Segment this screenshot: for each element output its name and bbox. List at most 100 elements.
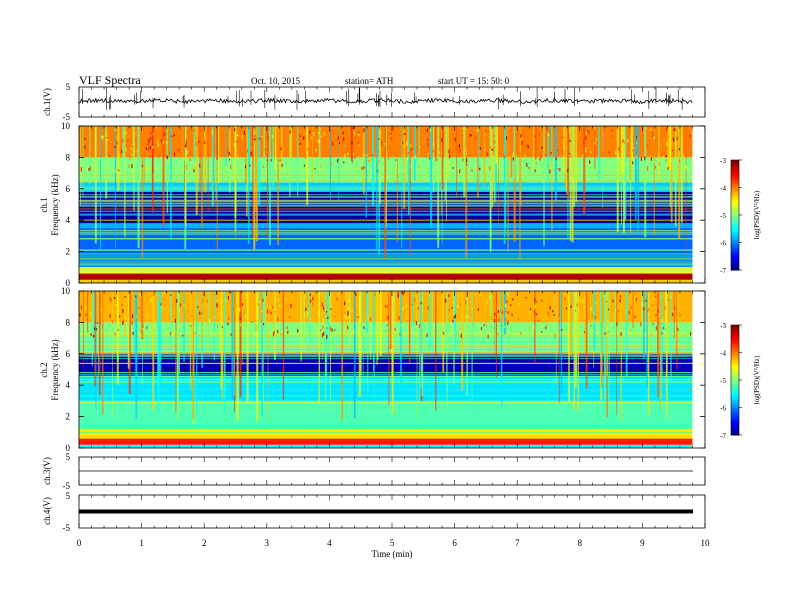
spectrogram-speckle	[161, 306, 163, 310]
spectrogram-streak	[185, 126, 187, 226]
spectrogram-speckle	[253, 128, 255, 130]
spectrogram-speckle	[511, 313, 513, 317]
colorbar-step	[731, 264, 739, 267]
spectrogram-streak	[644, 126, 647, 238]
ytick-label: 2	[66, 412, 71, 422]
spectrogram-speckle	[589, 162, 592, 166]
spectrogram-speckle	[407, 151, 409, 155]
spectrogram-speckle	[651, 132, 654, 135]
spectrogram-streak	[102, 291, 104, 415]
spectrogram-speckle	[465, 300, 467, 305]
colorbar-step	[731, 224, 739, 227]
spectrogram-speckle	[84, 137, 86, 140]
spectrogram-streak	[564, 126, 566, 188]
spectrogram-speckle	[84, 145, 86, 150]
spectrogram-streak	[490, 291, 492, 339]
spectrogram-speckle	[628, 329, 631, 334]
spectrogram-speckle	[635, 155, 638, 159]
spectrogram-speckle	[337, 158, 339, 163]
colorbar-step	[731, 249, 739, 253]
spectrogram-speckle	[541, 324, 543, 328]
spectrogram-speckle	[585, 136, 587, 140]
spectrogram-speckle	[521, 136, 524, 141]
spectrogram-streak	[143, 126, 145, 187]
spectrogram-speckle	[319, 140, 321, 145]
spectrogram-speckle	[635, 297, 638, 300]
spectrogram-streak	[456, 126, 458, 199]
spectrogram-speckle	[153, 293, 155, 296]
spectrogram-streak	[263, 126, 266, 167]
spectrogram-speckle	[344, 301, 346, 306]
spectrogram-speckle	[184, 163, 187, 166]
colorbar-step	[731, 255, 739, 258]
spectrogram-speckle	[630, 329, 632, 332]
spectrogram-line	[79, 362, 693, 364]
spectrogram-speckle	[500, 324, 502, 327]
spectrogram-speckle	[660, 148, 662, 150]
spectrogram-speckle	[507, 321, 509, 325]
spectrogram-speckle	[405, 315, 407, 320]
spectrogram-speckle	[202, 298, 204, 303]
spectrogram-speckle	[153, 327, 155, 331]
spectrogram-streak	[348, 291, 351, 349]
spectrogram-speckle	[441, 127, 444, 130]
colorbar-tick-label: -7	[720, 267, 726, 275]
spectrogram-band	[79, 254, 693, 268]
spectrogram-speckle	[461, 131, 463, 134]
spectrogram-speckle	[168, 325, 170, 328]
spectrogram-streak	[463, 126, 466, 198]
spectrogram-speckle	[498, 165, 500, 169]
spectrogram-speckle	[230, 333, 232, 336]
spectrogram-speckle	[632, 149, 634, 151]
spectrogram-speckle	[125, 316, 127, 321]
spectrogram-speckle	[85, 306, 87, 310]
spectrogram-speckle	[594, 141, 596, 145]
spectrogram-speckle	[207, 128, 209, 131]
spectrogram-speckle	[243, 312, 245, 317]
colorbar-step	[731, 238, 739, 242]
spectrogram-streak	[199, 126, 201, 194]
spectrogram-speckle	[114, 332, 116, 336]
spectrogram-streak	[584, 291, 586, 353]
colorbar-step	[731, 196, 739, 199]
spectrogram-streak	[127, 291, 130, 369]
spectrogram-speckle	[297, 328, 299, 333]
spectrogram-line	[79, 409, 693, 411]
colorbar-step	[731, 394, 739, 397]
spectrogram-line	[79, 333, 693, 335]
spectrogram-speckle	[358, 133, 360, 137]
spectrogram-streak	[568, 291, 570, 403]
spectrogram-speckle	[545, 154, 547, 156]
spectrogram-speckle	[317, 311, 319, 315]
spectrogram-speckle	[442, 331, 445, 335]
spectrogram-speckle	[651, 297, 653, 299]
spectrogram-streak	[429, 291, 431, 336]
spectrogram-speckle	[264, 149, 266, 151]
spectrogram-speckle	[114, 146, 116, 149]
spectrogram-streak	[91, 291, 93, 366]
spectrogram-speckle	[313, 153, 315, 157]
colorbar-step	[731, 369, 739, 372]
spectrogram-speckle	[439, 134, 441, 139]
colorbar-step	[731, 235, 739, 238]
spectrogram-speckle	[583, 141, 585, 145]
spectrogram-speckle	[90, 333, 92, 336]
spectrogram-streak	[614, 291, 617, 351]
spectrogram-speckle	[474, 293, 476, 296]
spectrogram-streak	[111, 291, 113, 418]
spectrogram-streak	[217, 126, 220, 183]
spectrogram-speckle	[230, 165, 232, 169]
spectrogram-speckle	[85, 314, 87, 316]
spectrogram-speckle	[466, 163, 468, 166]
spectrogram-speckle	[484, 129, 487, 132]
colorbar-step	[731, 187, 739, 190]
spectrogram-speckle	[303, 136, 305, 140]
spectrogram-speckle	[652, 323, 654, 325]
spectrogram-speckle	[598, 129, 600, 132]
spectrogram-speckle	[672, 137, 675, 142]
spectrogram-speckle	[486, 300, 489, 304]
spectrogram-speckle	[114, 169, 117, 173]
spectrogram-speckle	[512, 298, 514, 301]
spectrogram-speckle	[193, 165, 195, 170]
spectrogram-speckle	[617, 155, 620, 157]
